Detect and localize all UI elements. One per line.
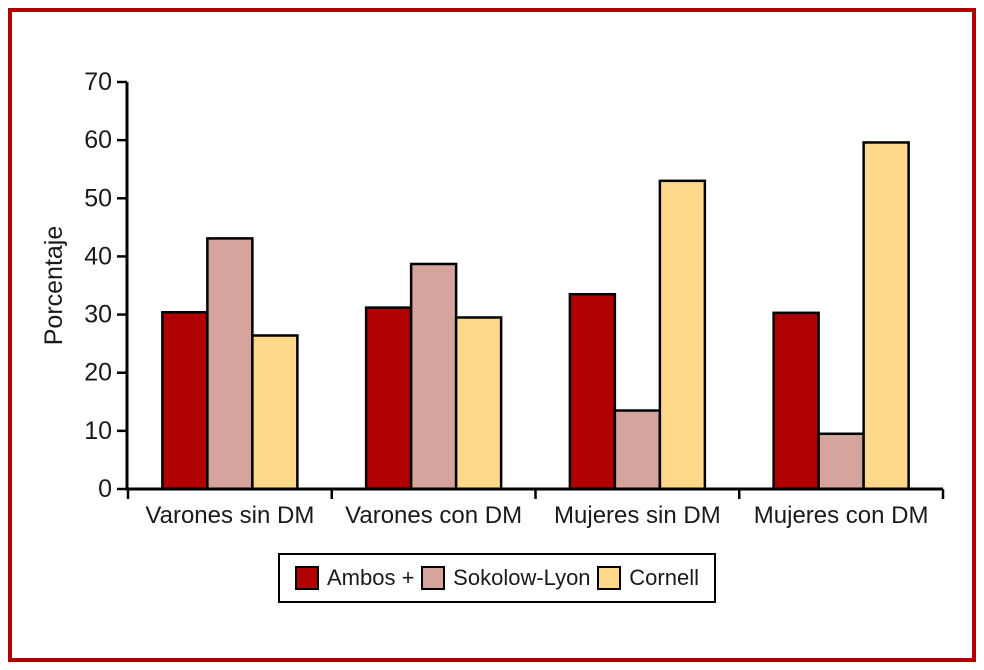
- y-tick-label: 30: [84, 301, 112, 329]
- y-tick-label: 60: [84, 126, 112, 154]
- legend-item-ambos: Ambos +: [295, 565, 414, 591]
- x-category-label: Mujeres con DM: [754, 502, 929, 529]
- legend-item-cornell: Cornell: [597, 565, 699, 591]
- legend-swatch-sokolow-lyon-icon: [421, 566, 446, 590]
- y-tick-label: 0: [98, 475, 112, 503]
- bar-2-2: [658, 179, 707, 491]
- bar-0-0: [161, 310, 209, 491]
- bar-2-3: [862, 141, 910, 491]
- bar-0-2: [568, 292, 617, 491]
- bar-1-1: [409, 262, 458, 491]
- x-category-label: Varones con DM: [345, 502, 522, 529]
- y-tick-label: 70: [84, 68, 112, 96]
- bar-0-1: [364, 306, 413, 491]
- y-tick-label: 40: [84, 242, 112, 270]
- legend: Ambos + Sokolow-Lyon Cornell: [278, 553, 716, 603]
- y-tick-label: 50: [84, 184, 112, 212]
- y-axis-title: Porcentaje: [40, 226, 68, 346]
- bar-2-0: [251, 334, 299, 491]
- y-tick-label: 20: [84, 359, 112, 387]
- bar-2-1: [454, 316, 503, 491]
- legend-label-ambos: Ambos +: [327, 565, 415, 590]
- legend-item-sokolow-lyon: Sokolow-Lyon: [421, 565, 591, 591]
- bar-1-3: [817, 432, 865, 491]
- bar-1-2: [613, 409, 662, 491]
- y-tick-label: 10: [84, 417, 112, 445]
- legend-swatch-ambos-icon: [295, 566, 319, 590]
- x-category-label: Mujeres sin DM: [554, 502, 721, 529]
- x-category-label: Varones sin DM: [145, 502, 314, 529]
- bar-0-3: [772, 311, 820, 491]
- legend-label-cornell: Cornell: [629, 565, 699, 590]
- legend-swatch-cornell-icon: [597, 566, 622, 590]
- bar-1-0: [206, 237, 254, 491]
- legend-label-sokolow-lyon: Sokolow-Lyon: [453, 565, 591, 590]
